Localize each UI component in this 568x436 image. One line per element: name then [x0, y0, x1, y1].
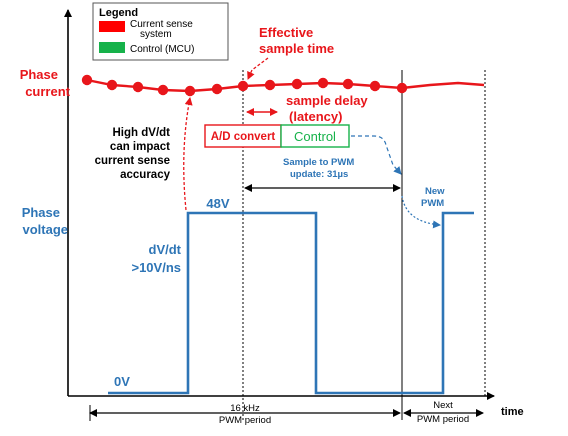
high-dvdt-line-3: current sense — [95, 155, 170, 167]
pwm-period-label-1: 16 kHz — [230, 403, 260, 414]
sample-point — [317, 77, 329, 89]
current-sample-points — [81, 74, 408, 97]
effective-sample-arrow — [247, 57, 269, 80]
voltage-48v-label: 48V — [206, 196, 229, 211]
new-pwm-label-1: New — [425, 186, 445, 197]
phase-voltage-label-1: Phase — [22, 205, 60, 220]
legend-label-current-sense-2: system — [140, 29, 172, 40]
legend-swatch-current-sense — [99, 21, 125, 32]
phase-current-waveform — [86, 78, 485, 93]
dvdt-label-2: >10V/ns — [131, 260, 181, 275]
time-axis-label: time — [501, 406, 524, 418]
sample-point — [132, 81, 144, 93]
sample-point — [264, 79, 276, 91]
sample-point — [291, 78, 303, 90]
sample-point — [342, 78, 354, 90]
phase-voltage-label-2: voltage — [22, 222, 68, 237]
control-label: Control — [294, 129, 336, 144]
next-pwm-period-label-2: PWM period — [417, 414, 469, 425]
sample-to-pwm-label-1: Sample to PWM — [283, 157, 354, 168]
high-dvdt-line-1: High dV/dt — [113, 127, 171, 139]
next-pwm-period-label-1: Next — [433, 400, 453, 411]
effective-sample-time-label-2: sample time — [259, 41, 334, 56]
sample-point — [237, 80, 249, 92]
legend-swatch-control — [99, 42, 125, 53]
sample-delay-label-2: (latency) — [289, 109, 342, 124]
phase-current-label-1: Phase — [20, 67, 58, 82]
sample-delay-label-1: sample delay — [286, 93, 368, 108]
legend-label-control: Control (MCU) — [130, 44, 194, 55]
sample-to-pwm-label-2: update: 31µs — [290, 169, 348, 180]
dvdt-label-1: dV/dt — [149, 242, 182, 257]
pwm-period-label-2: PWM period — [219, 415, 271, 426]
sample-point — [369, 80, 381, 92]
high-dvdt-line-4: accuracy — [120, 169, 170, 181]
voltage-0v-label: 0V — [114, 374, 130, 389]
legend-label-current-sense-1: Current sense — [130, 19, 193, 30]
high-dvdt-arrow — [183, 97, 193, 211]
sample-point — [81, 74, 93, 86]
phase-current-label-2: current — [25, 84, 70, 99]
control-to-pwm-arrow — [351, 135, 402, 175]
high-dvdt-line-2: can impact — [110, 141, 170, 153]
sample-point — [211, 83, 223, 95]
sample-point — [184, 85, 196, 97]
sample-point — [106, 79, 118, 91]
effective-sample-time-label-1: Effective — [259, 25, 313, 40]
sample-point — [157, 84, 169, 96]
sample-point — [396, 82, 408, 94]
new-pwm-arrow — [401, 195, 441, 229]
legend: Legend Current sense system Control (MCU… — [92, 2, 229, 61]
phase-voltage-waveform — [108, 211, 474, 395]
legend-title: Legend — [99, 7, 138, 19]
control-box — [280, 124, 350, 148]
high-dvdt-note: High dV/dt can impact current sense accu… — [95, 127, 171, 181]
ad-convert-label: A/D convert — [211, 131, 276, 143]
new-pwm-label-2: PWM — [421, 198, 444, 209]
